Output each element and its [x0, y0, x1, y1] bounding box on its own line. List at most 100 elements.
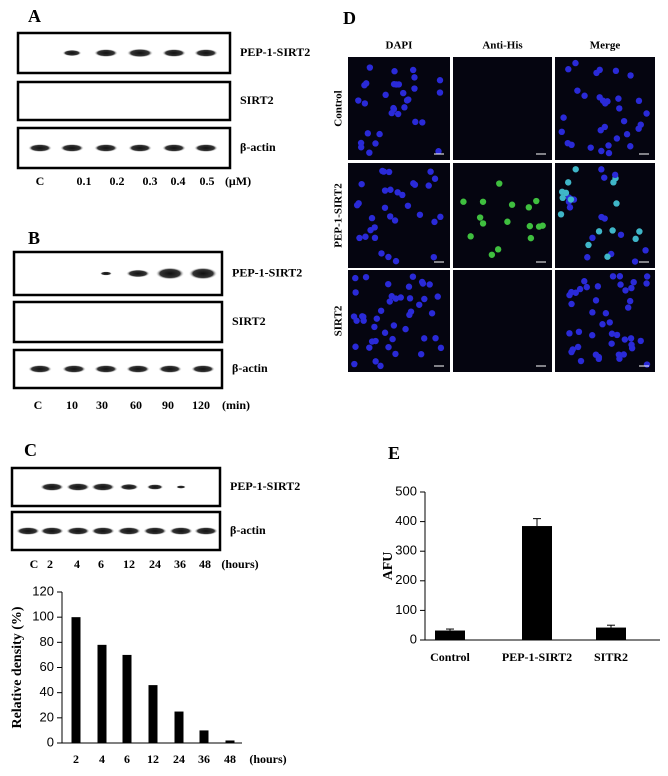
y-tick-label: 500 [395, 483, 417, 498]
cell [430, 253, 438, 261]
cell [592, 297, 600, 304]
cell [406, 295, 414, 302]
cell [437, 213, 444, 221]
cell [436, 89, 444, 96]
cell [496, 180, 503, 187]
cell [364, 130, 372, 137]
cell [479, 220, 487, 227]
cell [382, 91, 389, 99]
cell [606, 319, 613, 326]
cell [366, 64, 374, 71]
cell [353, 201, 361, 209]
blot-box [16, 80, 232, 122]
bar [97, 644, 107, 743]
cell [572, 59, 579, 67]
blot-band [162, 49, 186, 57]
cell [419, 119, 426, 126]
lane-label: 30 [96, 398, 108, 412]
blot-band [66, 483, 90, 491]
bar [522, 526, 552, 640]
cell [566, 204, 574, 211]
x-tick-label: 36 [198, 752, 210, 766]
cell [494, 246, 502, 253]
blot-band [158, 365, 182, 373]
cell [628, 341, 635, 348]
blot-band [40, 483, 64, 491]
cell [426, 281, 433, 288]
cell [386, 298, 393, 305]
y-tick-label: 20 [40, 709, 54, 724]
cell [643, 273, 651, 280]
cell [404, 202, 412, 209]
y-tick-label: 300 [395, 543, 417, 558]
blot-label: PEP-1-SIRT2 [240, 45, 310, 59]
cell [598, 147, 605, 155]
cell [392, 257, 400, 265]
cell [366, 344, 373, 351]
lane-label: 90 [162, 398, 174, 412]
cell [431, 175, 439, 182]
lane-label: 2 [47, 557, 53, 571]
cell [627, 143, 634, 150]
cell [417, 350, 425, 358]
cell [467, 233, 474, 240]
blot-band [194, 144, 218, 152]
blot-band [128, 144, 152, 152]
cell [599, 321, 606, 328]
cell [352, 289, 359, 296]
micrograph [453, 57, 552, 160]
blot-label: β-actin [230, 523, 266, 537]
cell [371, 224, 378, 231]
cell [627, 335, 635, 342]
cell [620, 351, 627, 358]
cell [407, 308, 415, 315]
panel-label: B [28, 228, 40, 248]
row-label: SIRT2 [333, 305, 345, 336]
cell [609, 227, 616, 234]
y-tick-label: 120 [32, 583, 54, 598]
column-label: Anti-His [482, 40, 523, 52]
cell [432, 334, 439, 342]
cell [595, 228, 603, 235]
x-tick-label: 2 [73, 752, 79, 766]
bar [122, 654, 132, 743]
bar [225, 740, 235, 743]
cell [409, 66, 417, 74]
y-axis-label: AFU [381, 552, 396, 581]
y-tick-label: 100 [32, 609, 54, 624]
y-tick-label: 0 [47, 734, 54, 749]
cell [419, 280, 427, 287]
lane-unit: (min) [222, 398, 250, 412]
cell [584, 254, 591, 261]
cell [585, 241, 592, 249]
cell [391, 217, 399, 224]
cell [616, 105, 623, 112]
micrograph [453, 270, 552, 372]
cell [577, 357, 585, 365]
cell [371, 323, 378, 331]
micrograph [348, 57, 450, 160]
blot-band [16, 527, 40, 535]
cell [581, 92, 588, 99]
cell [411, 181, 419, 188]
lane-label: 4 [74, 557, 80, 571]
blot-label: β-actin [232, 361, 268, 375]
cell [628, 284, 635, 292]
cell [589, 332, 596, 339]
cell [381, 204, 389, 211]
cell [391, 68, 398, 75]
blot-band [143, 527, 167, 535]
cell [352, 343, 359, 350]
cell [390, 104, 397, 112]
blot-band [126, 269, 150, 278]
blot-band [28, 144, 52, 152]
row-label: Control [333, 90, 345, 126]
cell [390, 322, 398, 329]
cell [630, 278, 637, 286]
cell [416, 211, 424, 218]
cell [385, 168, 393, 176]
cell [421, 295, 428, 303]
blot-band [162, 144, 186, 152]
blot-band [155, 267, 185, 280]
